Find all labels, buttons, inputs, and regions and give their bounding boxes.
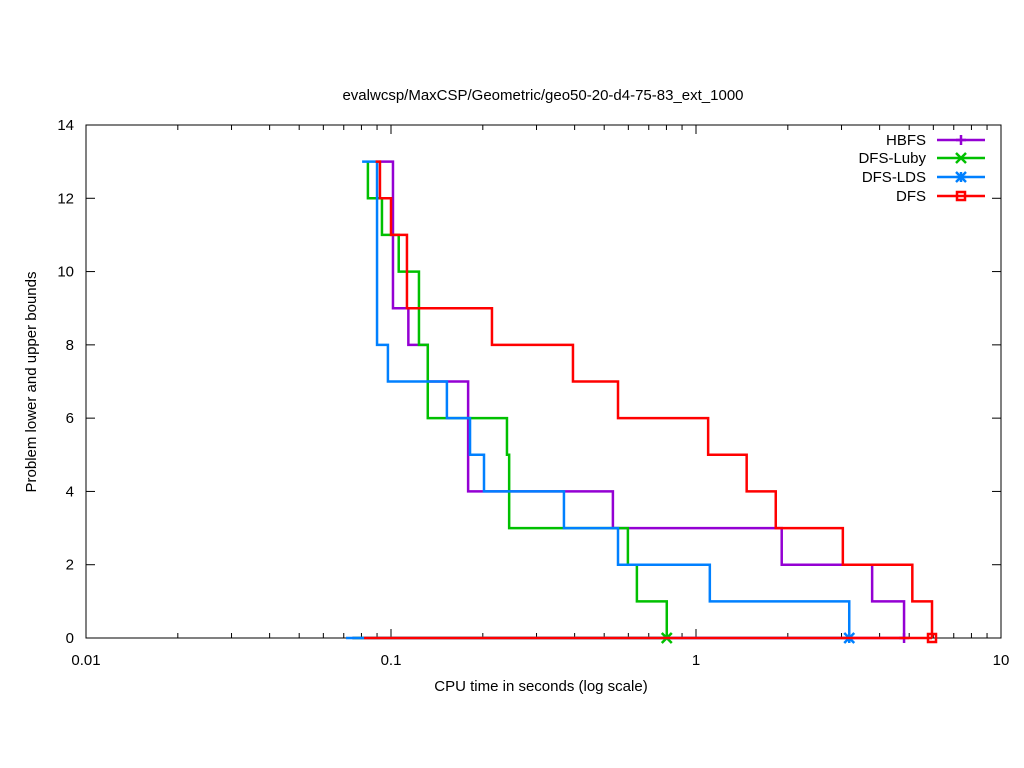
x-tick-label: 0.1 — [381, 652, 402, 669]
chart-title: evalwcsp/MaxCSP/Geometric/geo50-20-d4-75… — [342, 87, 743, 104]
y-tick-label: 0 — [66, 630, 74, 647]
cross-marker-icon — [955, 152, 967, 164]
y-tick-label: 2 — [66, 557, 74, 574]
x-axis-label: CPU time in seconds (log scale) — [434, 678, 647, 695]
legend-label: DFS-LDS — [862, 169, 926, 186]
upper-bound-line — [366, 161, 669, 638]
axes: 0 2 4 6 8 10 12 14 0.01 0.1 1 10 — [57, 117, 1009, 669]
upper-bound-line — [375, 160, 934, 638]
series-dfs — [364, 160, 938, 644]
plus-marker-icon — [956, 135, 966, 145]
marker-stroke — [955, 171, 967, 183]
star-marker-icon — [955, 171, 967, 183]
square-marker-icon — [955, 190, 967, 202]
upper-bound-line — [362, 160, 851, 638]
y-tick-label: 4 — [66, 483, 74, 500]
legend-label: DFS — [896, 188, 926, 205]
series-hbfs — [352, 160, 910, 643]
y-tick-label: 12 — [57, 190, 74, 207]
y-tick-label: 6 — [66, 410, 74, 427]
x-tick-label: 10 — [993, 652, 1010, 669]
y-tick-label: 14 — [57, 117, 74, 134]
y-tick-label: 10 — [57, 264, 74, 281]
y-axis-label: Problem lower and upper bounds — [23, 272, 40, 493]
y-tick-label: 8 — [66, 337, 74, 354]
plot-area — [346, 160, 938, 644]
x-tick-label: 0.01 — [71, 652, 100, 669]
legend-label: DFS-Luby — [858, 150, 926, 167]
legend-label: HBFS — [886, 132, 926, 149]
square-marker-icon — [926, 632, 938, 644]
x-tick-label: 1 — [692, 652, 700, 669]
marker-stroke — [955, 152, 967, 164]
upper-bound-line — [378, 160, 906, 638]
series-dfs-lds — [346, 160, 856, 644]
plot-border — [85, 124, 1002, 639]
marker-stroke — [926, 632, 938, 644]
marker-stroke — [955, 190, 967, 202]
